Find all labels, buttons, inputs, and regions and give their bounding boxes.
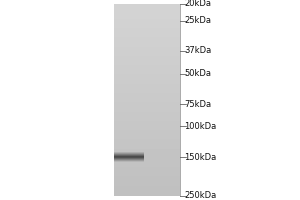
Bar (0, 0, 114, 200)
Text: 25kDa: 25kDa (184, 16, 212, 25)
Text: 150kDa: 150kDa (184, 153, 217, 162)
Text: 37kDa: 37kDa (184, 46, 212, 55)
Text: 100kDa: 100kDa (184, 122, 217, 131)
Text: 75kDa: 75kDa (184, 100, 212, 109)
Text: 250kDa: 250kDa (184, 192, 217, 200)
Text: 50kDa: 50kDa (184, 69, 212, 78)
Text: 20kDa: 20kDa (184, 0, 212, 8)
